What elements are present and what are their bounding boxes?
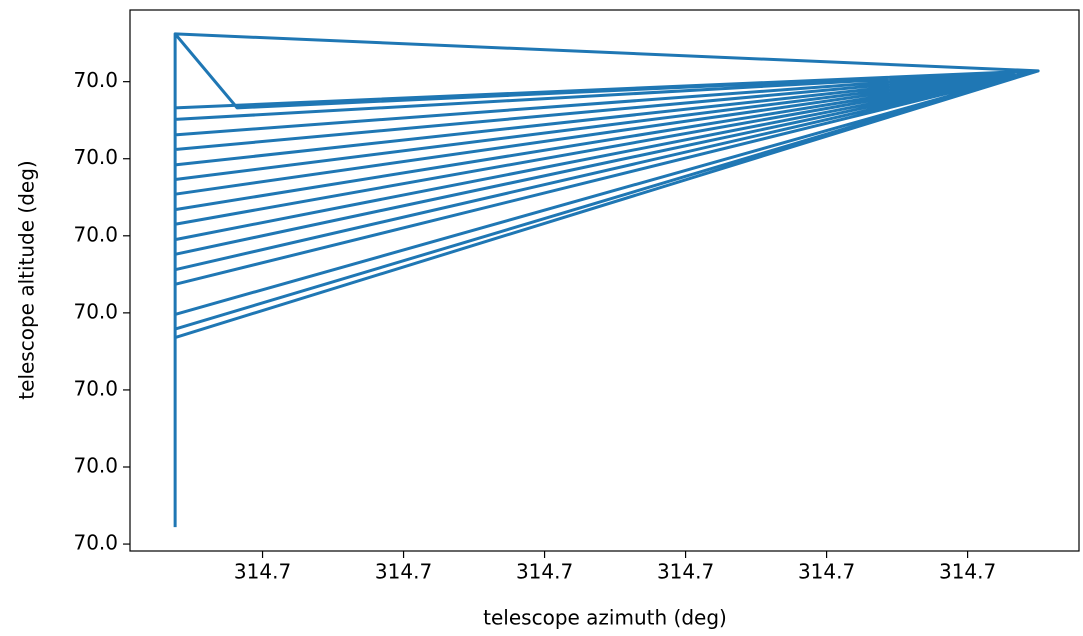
x-tick-label: 314.7	[657, 560, 714, 584]
x-tick-label: 314.7	[516, 560, 573, 584]
x-tick-label: 314.7	[798, 560, 855, 584]
y-tick-label: 70.0	[73, 453, 118, 477]
y-tick-label: 70.0	[73, 531, 118, 555]
data-line	[173, 32, 1040, 528]
x-tick-label: 314.7	[939, 560, 996, 584]
y-tick-label: 70.0	[73, 222, 118, 246]
y-tick-label: 70.0	[73, 299, 118, 323]
y-axis-label: telescope altitude (deg)	[15, 160, 39, 399]
x-tick-label: 314.7	[234, 560, 291, 584]
y-tick-label: 70.0	[73, 68, 118, 92]
plot-frame	[129, 9, 1080, 552]
y-tick-label: 70.0	[73, 145, 118, 169]
x-axis-label: telescope azimuth (deg)	[483, 606, 727, 630]
x-tick-label: 314.7	[375, 560, 432, 584]
y-tick-label: 70.0	[73, 376, 118, 400]
